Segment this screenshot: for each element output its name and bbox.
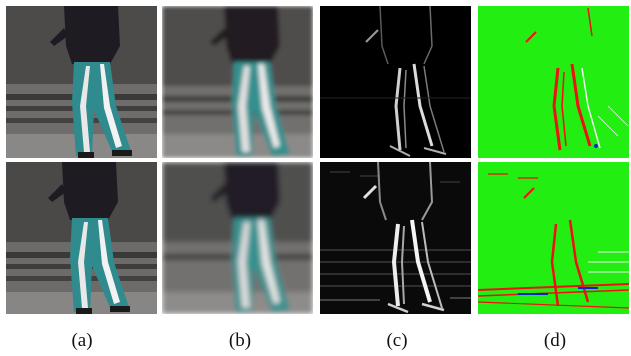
blurred-photo-b-top	[162, 6, 313, 158]
panel-c-top	[320, 6, 471, 158]
edge-map-c-bottom	[320, 162, 471, 314]
panel-a-bottom	[6, 162, 157, 314]
label-c: (c)	[386, 330, 408, 351]
blurred-photo-b-bottom	[162, 162, 313, 314]
label-a: (a)	[71, 330, 93, 351]
panel-a-top	[6, 6, 157, 158]
photo-a-bottom	[6, 162, 157, 314]
panel-c-bottom	[320, 162, 471, 314]
panel-d-top	[478, 6, 629, 158]
label-b: (b)	[228, 330, 252, 351]
color-map-d-top	[478, 6, 629, 158]
color-map-d-bottom	[478, 162, 629, 314]
label-d: (d)	[543, 330, 567, 351]
column-labels: (a) (b) (c) (d)	[0, 330, 631, 356]
figure-grid	[6, 6, 631, 322]
panel-b-top	[162, 6, 313, 158]
edge-map-c-top	[320, 6, 471, 158]
panel-d-bottom	[478, 162, 629, 314]
panel-b-bottom	[162, 162, 313, 314]
photo-a-top	[6, 6, 157, 158]
